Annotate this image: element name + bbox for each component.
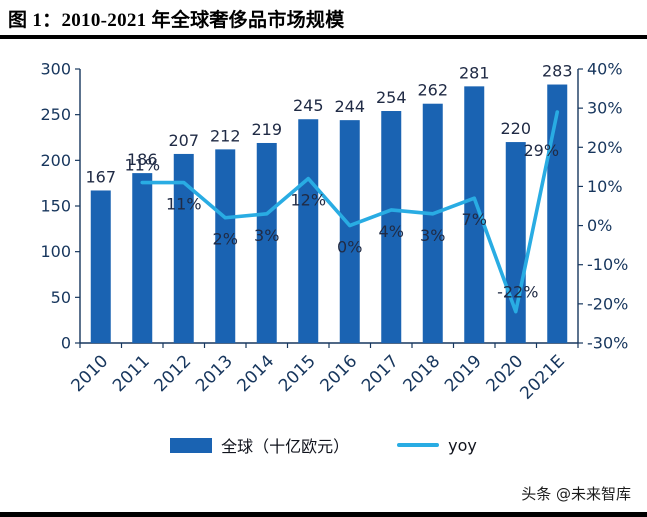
bar-value-label: 281 [459, 63, 490, 82]
right-axis-tick-label: 20% [587, 138, 623, 157]
x-axis-label-2014: 2014 [234, 351, 279, 396]
bar-value-label: 220 [500, 119, 531, 138]
bar-value-label: 167 [85, 167, 116, 186]
left-axis-tick-label: 50 [51, 288, 71, 307]
legend-label-global: 全球（十亿欧元） [221, 437, 350, 456]
x-axis-label-2011: 2011 [109, 351, 154, 396]
bar-2012 [173, 153, 194, 343]
chart-legend: 全球（十亿欧元） yoy [0, 433, 647, 457]
x-axis-label-2019: 2019 [441, 351, 486, 396]
bar-2017 [381, 111, 402, 343]
bar-value-label: 283 [542, 62, 573, 81]
figure-title-bar: 图 1：2010-2021 年全球奢侈品市场规模 [0, 0, 647, 39]
yoy-value-label: 0% [337, 238, 362, 257]
right-axis-tick-label: 40% [587, 60, 623, 79]
bar-value-label: 219 [251, 120, 282, 139]
bar-value-label: 254 [376, 88, 407, 107]
right-axis-tick-label: 30% [587, 99, 623, 118]
bar-2016 [339, 120, 360, 343]
yoy-value-label: 3% [254, 226, 279, 245]
yoy-value-label: 3% [420, 226, 445, 245]
x-axis-label-2016: 2016 [317, 351, 362, 396]
right-axis-tick-label: -20% [587, 294, 628, 313]
yoy-value-label: 7% [462, 210, 487, 229]
combo-bar-line-chart: 0 50 100 150 200 250 300 -30% -20% -10% 0% 10% 20% 30… [40, 60, 628, 404]
bar-2019 [464, 86, 485, 343]
left-axis-tick-label: 250 [40, 105, 71, 124]
bar-2013 [215, 149, 236, 343]
left-axis-tick-label: 300 [40, 60, 71, 79]
bar-series-swatch [170, 437, 213, 453]
figure-title: 图 1：2010-2021 年全球奢侈品市场规模 [8, 10, 345, 31]
yoy-value-label: 4% [379, 222, 404, 241]
bar-2018 [422, 103, 443, 343]
line-series-swatch [397, 443, 440, 447]
right-axis-tick-label: -10% [587, 255, 628, 274]
chart-area: 0 50 100 150 200 250 300 -30% -20% -10% 0% 10% 20% 30… [0, 41, 647, 431]
bar-value-label: 245 [293, 96, 324, 115]
left-axis-tick-label: 150 [40, 197, 71, 216]
legend-item-global: 全球（十亿欧元） [170, 433, 349, 457]
bar-value-label: 186 [127, 150, 158, 169]
bar-2014 [256, 142, 277, 343]
right-axis-tick-label: 0% [587, 216, 612, 235]
bar-value-label: 262 [417, 81, 448, 100]
bottom-rule [0, 512, 647, 517]
x-axis-label-2015: 2015 [275, 351, 320, 396]
yoy-value-label: -22% [497, 283, 538, 302]
bar-2021E [547, 84, 568, 343]
yoy-value-label: 2% [213, 230, 238, 249]
legend-item-yoy: yoy [397, 436, 477, 455]
yoy-value-label: 12% [290, 191, 326, 210]
x-axis-label-2013: 2013 [192, 351, 237, 396]
yoy-value-label: 11% [166, 195, 202, 214]
left-axis-tick-label: 200 [40, 151, 71, 170]
x-axis-label-2018: 2018 [400, 351, 445, 396]
bar-2015 [298, 119, 319, 343]
bar-value-label: 212 [210, 126, 241, 145]
x-axis-label-2017: 2017 [358, 351, 403, 396]
yoy-line [140, 110, 560, 314]
bar-value-label: 244 [334, 97, 365, 116]
left-axis-tick-label: 100 [40, 242, 71, 261]
x-axis-label-2010: 2010 [68, 351, 113, 396]
yoy-value-label: 11% [124, 156, 160, 175]
right-axis-tick-label: -30% [587, 334, 628, 353]
x-axis-label-2012: 2012 [151, 351, 196, 396]
yoy-value-label: 29% [523, 141, 559, 160]
bar-2011 [132, 173, 153, 343]
right-axis-tick-label: 10% [587, 177, 623, 196]
bar-value-label: 207 [168, 131, 199, 150]
left-axis-tick-label: 0 [61, 334, 71, 353]
legend-label-yoy: yoy [448, 435, 477, 455]
watermark: 头条 @未来智库 [521, 485, 631, 503]
x-axis-label-2021E: 2021E [516, 351, 568, 403]
bar-2010 [90, 190, 111, 343]
